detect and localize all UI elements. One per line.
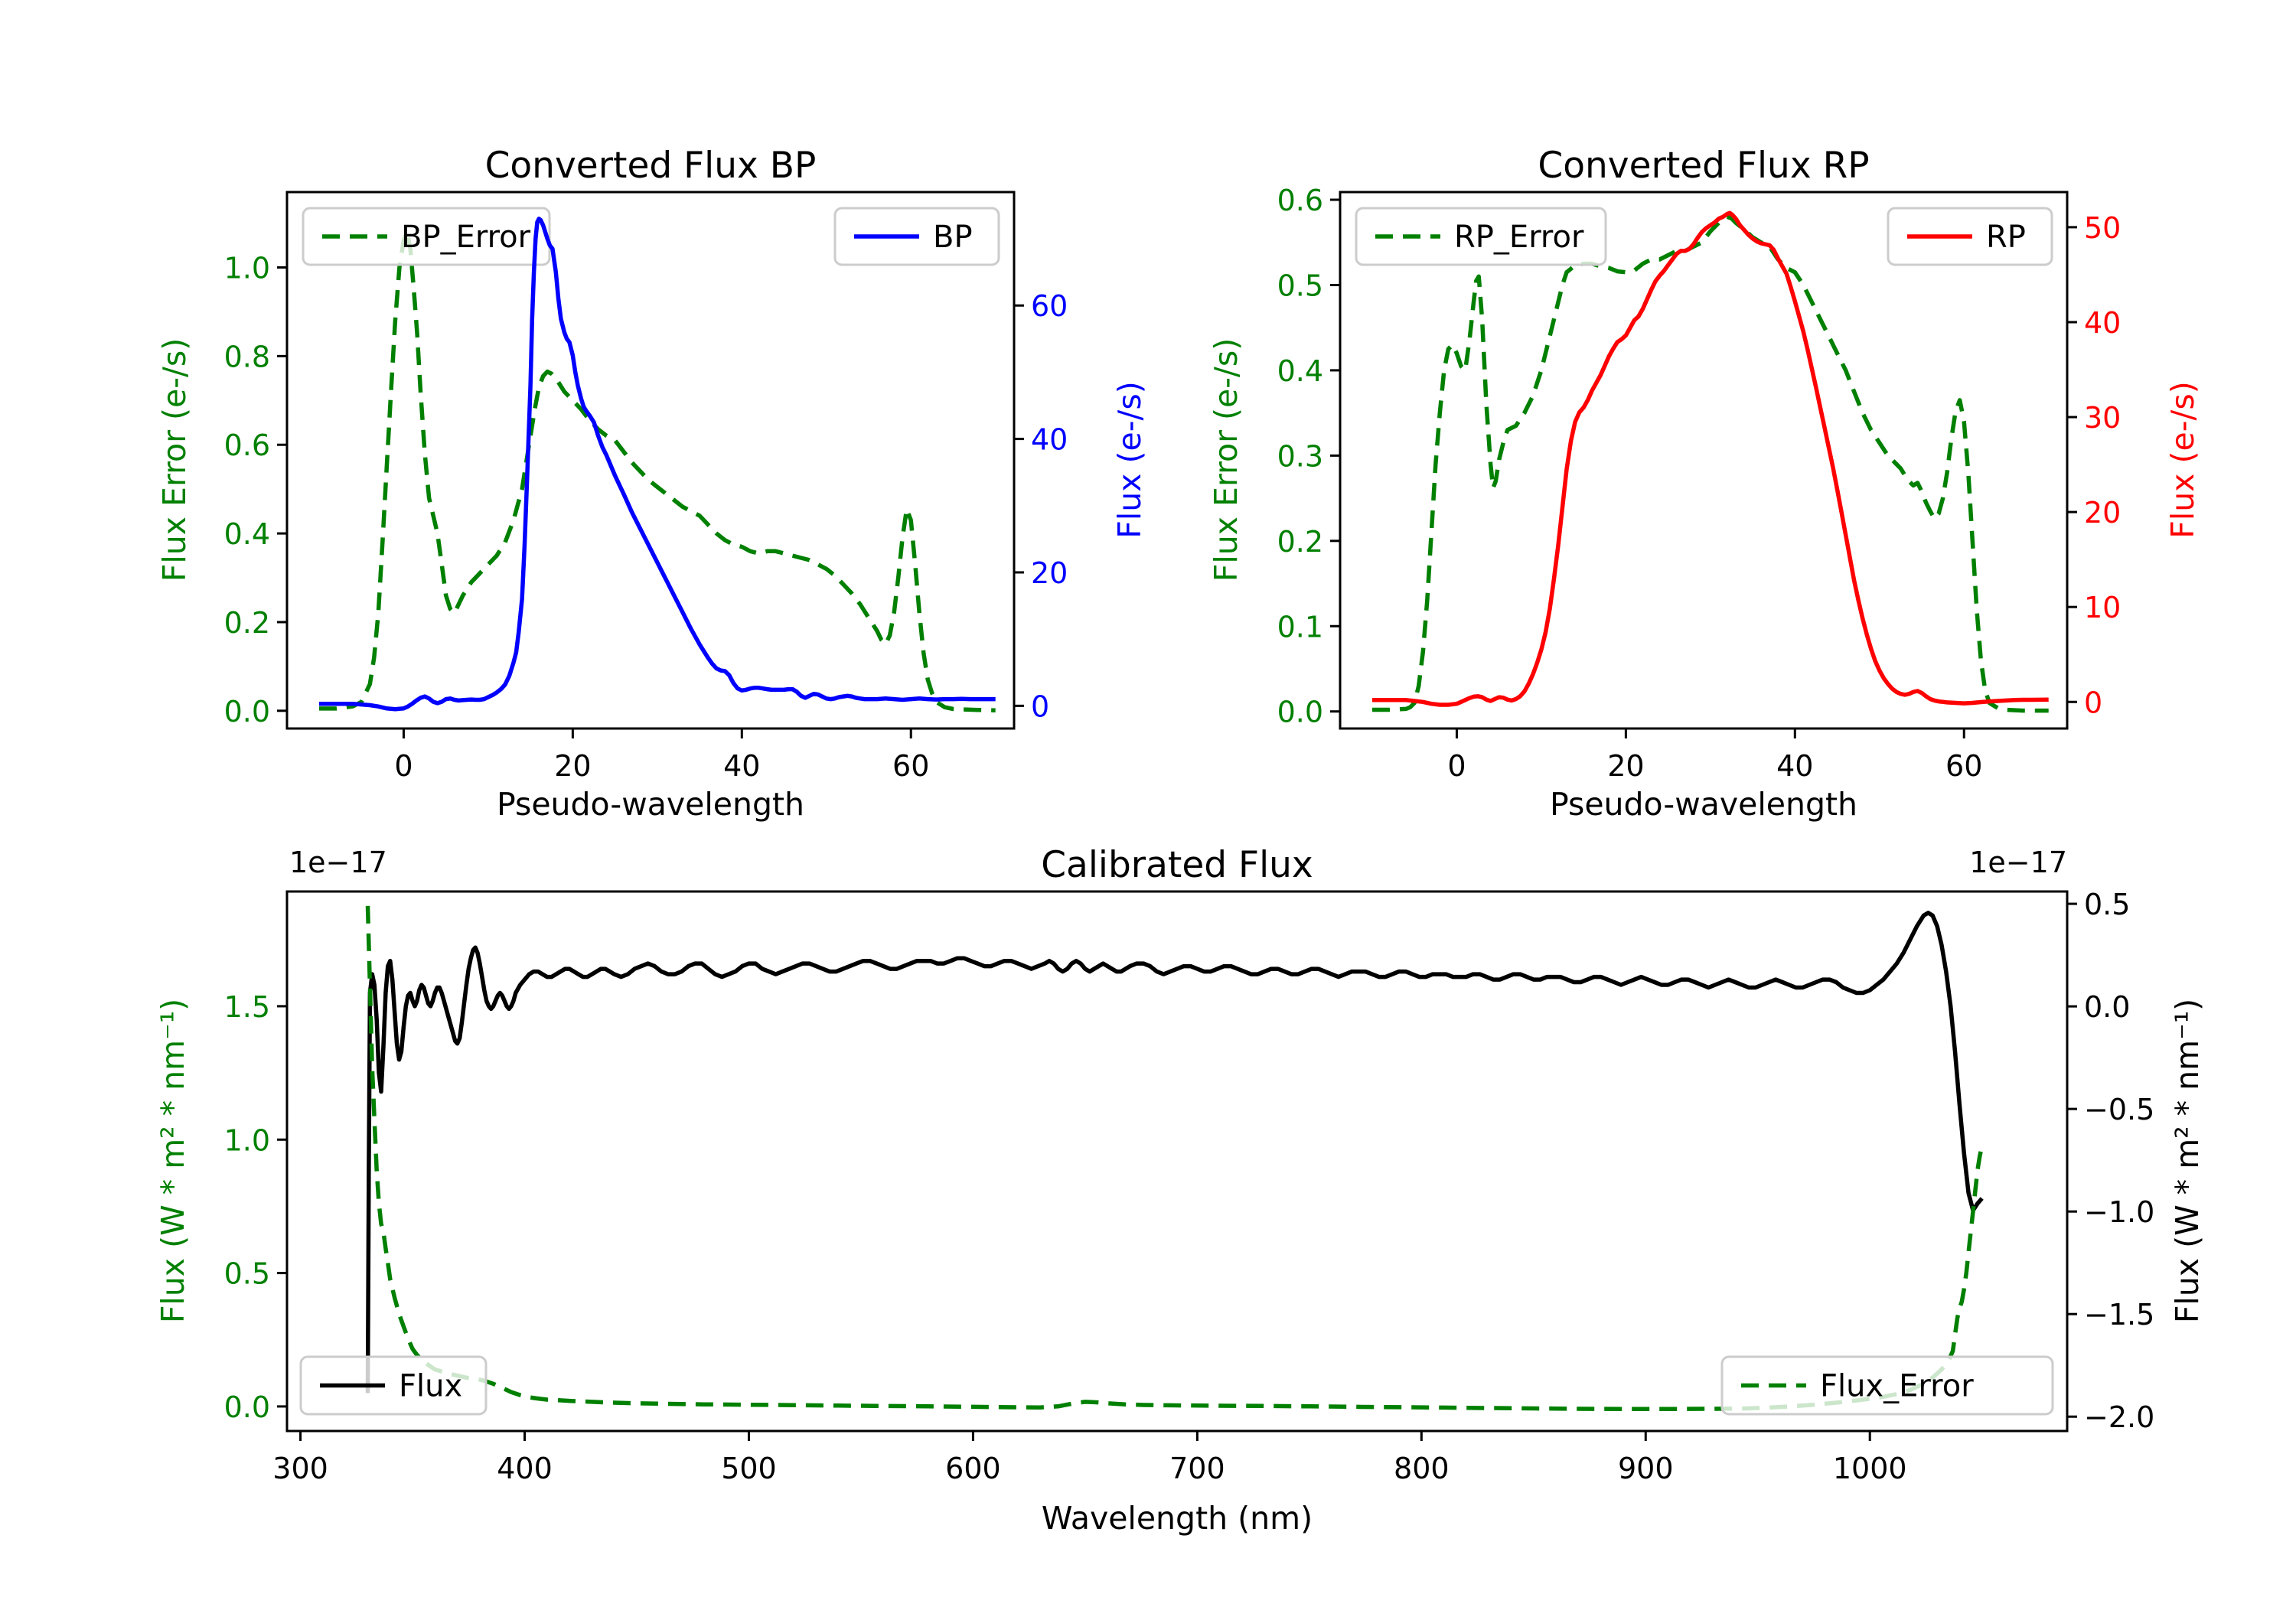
xlabel-rp: Pseudo-wavelength [1550, 786, 1857, 823]
y-tick-label-left: 1.5 [224, 990, 270, 1024]
y-tick-label-left: 0.1 [1277, 610, 1323, 644]
chart-0: BP_Error BP 0 20 40 60 0.0 0.2 0.4 0.6 0.8 1.0 0 20 40… [224, 191, 1068, 783]
y-tick-label-left: 0.4 [1277, 354, 1323, 388]
y-tick-label-right: 10 [2084, 591, 2121, 624]
y-tick-label-right: 40 [1031, 423, 1068, 457]
legend-label: Flux [399, 1369, 462, 1404]
y-tick-label-left: 0.5 [224, 1257, 270, 1291]
legend-box [302, 207, 551, 266]
y-tick-label-left: 1.0 [224, 1123, 270, 1157]
y-tick-label-right: 50 [2084, 211, 2121, 245]
series-line-Flux_Error [365, 905, 1985, 1412]
y-tick-label-right: −1.0 [2084, 1195, 2154, 1229]
x-tick-label: 20 [1607, 749, 1644, 783]
legend-Flux_Error: Flux_Error [1720, 1355, 2054, 1416]
chart-title-rp: Converted Flux RP [1538, 145, 1869, 187]
series-line-BP [319, 217, 996, 712]
ylabel-calflux-right: Flux (W * m² * nm⁻¹) [2169, 999, 2206, 1323]
legend-label: RP [1986, 220, 2026, 255]
y-tick-label-left: 0.0 [1277, 696, 1323, 729]
x-tick-label: 60 [892, 749, 929, 783]
y-tick-label-left: 0.2 [224, 606, 270, 640]
x-tick-label: 1000 [1833, 1452, 1907, 1485]
axes-spines [1339, 191, 2069, 730]
series-line-RP_Error [1372, 214, 2049, 713]
ylabel-calflux-left: Flux (W * m² * nm⁻¹) [155, 999, 191, 1323]
x-tick-label: 700 [1169, 1452, 1225, 1485]
offset-text-right: 1e−17 [1969, 846, 2067, 879]
x-tick-label: 20 [554, 749, 591, 783]
ylabel-rp-error: Flux Error (e-/s) [1208, 338, 1244, 582]
y-tick-label-left: 0.0 [224, 1390, 270, 1424]
axes-spines [285, 191, 1016, 730]
y-tick-label-right: 0 [2084, 686, 2102, 719]
y-tick-label-right: 60 [1031, 289, 1068, 323]
legend-label: BP_Error [401, 220, 531, 255]
x-tick-label: 600 [945, 1452, 1001, 1485]
x-tick-label: 40 [1776, 749, 1813, 783]
x-tick-label: 800 [1394, 1452, 1450, 1485]
xlabel-calibrated: Wavelength (nm) [1042, 1500, 1313, 1537]
x-tick-label: 900 [1618, 1452, 1674, 1485]
series-line-RP [1372, 210, 2049, 707]
chart-title-calibrated: Calibrated Flux [1041, 844, 1313, 886]
x-tick-label: 40 [723, 749, 760, 783]
legend-box [1355, 207, 1607, 266]
legend-RP: RP [1887, 207, 2053, 266]
offset-text-left: 1e−17 [289, 846, 387, 879]
legend-RP_Error: RP_Error [1355, 207, 1607, 266]
y-tick-label-right: 0.5 [2084, 888, 2130, 921]
y-tick-label-right: 30 [2084, 401, 2121, 435]
chart-1: RP_Error RP 0 20 40 60 0.0 0.1 0.2 0.3 0.4 0.5 0.6 0 1… [1277, 184, 2122, 783]
axes-spines [285, 890, 2069, 1433]
y-tick-label-right: 0 [1031, 689, 1049, 723]
ylabel-bp-error: Flux Error (e-/s) [156, 338, 193, 582]
y-tick-label-left: 0.3 [1277, 439, 1323, 473]
ylabel-rp-flux: Flux (e-/s) [2164, 381, 2201, 538]
series-line-BP_Error [319, 230, 996, 712]
y-tick-label-left: 1.0 [224, 251, 270, 285]
legend-label: Flux_Error [1820, 1369, 1974, 1404]
legend-box [299, 1355, 488, 1416]
x-tick-label: 400 [497, 1452, 553, 1485]
y-tick-label-right: 40 [2084, 306, 2121, 340]
y-tick-label-right: −1.5 [2084, 1298, 2154, 1332]
ylabel-bp-flux: Flux (e-/s) [1111, 381, 1148, 538]
legend-box [1720, 1355, 2054, 1416]
chart-title-bp: Converted Flux BP [485, 145, 817, 187]
y-tick-label-left: 0.2 [1277, 525, 1323, 559]
x-tick-label: 0 [394, 749, 413, 783]
y-tick-label-right: −2.0 [2084, 1400, 2154, 1434]
y-tick-label-right: 20 [2084, 496, 2121, 530]
y-tick-label-left: 0.5 [1277, 269, 1323, 302]
y-tick-label-right: 0.0 [2084, 990, 2130, 1024]
legend-BP: BP [833, 207, 1000, 266]
xlabel-bp: Pseudo-wavelength [497, 786, 804, 823]
legend-Flux: Flux [299, 1355, 488, 1416]
x-tick-label: 500 [721, 1452, 777, 1485]
charts-layer: BP_Error BP 0 20 40 60 0.0 0.2 0.4 0.6 0.8 1.0 0 20 40… [224, 184, 2155, 1485]
x-tick-label: 0 [1447, 749, 1466, 783]
series-line-Flux [365, 911, 1984, 1393]
chart-2: Flux Flux_Error 300 400 500 600 700 800 900 1000 0… [224, 888, 2155, 1485]
y-tick-label-left: 0.6 [224, 429, 270, 462]
y-tick-label-left: 0.4 [224, 517, 270, 551]
legend-label: BP [933, 220, 973, 255]
y-tick-label-left: 0.0 [224, 695, 270, 729]
legend-BP_Error: BP_Error [302, 207, 551, 266]
y-tick-label-left: 0.8 [224, 340, 270, 373]
y-tick-label-right: −0.5 [2084, 1093, 2154, 1126]
y-tick-label-right: 20 [1031, 556, 1068, 590]
x-tick-label: 60 [1945, 749, 1982, 783]
legend-label: RP_Error [1454, 220, 1584, 255]
y-tick-label-left: 0.6 [1277, 184, 1323, 217]
x-tick-label: 300 [272, 1452, 328, 1485]
